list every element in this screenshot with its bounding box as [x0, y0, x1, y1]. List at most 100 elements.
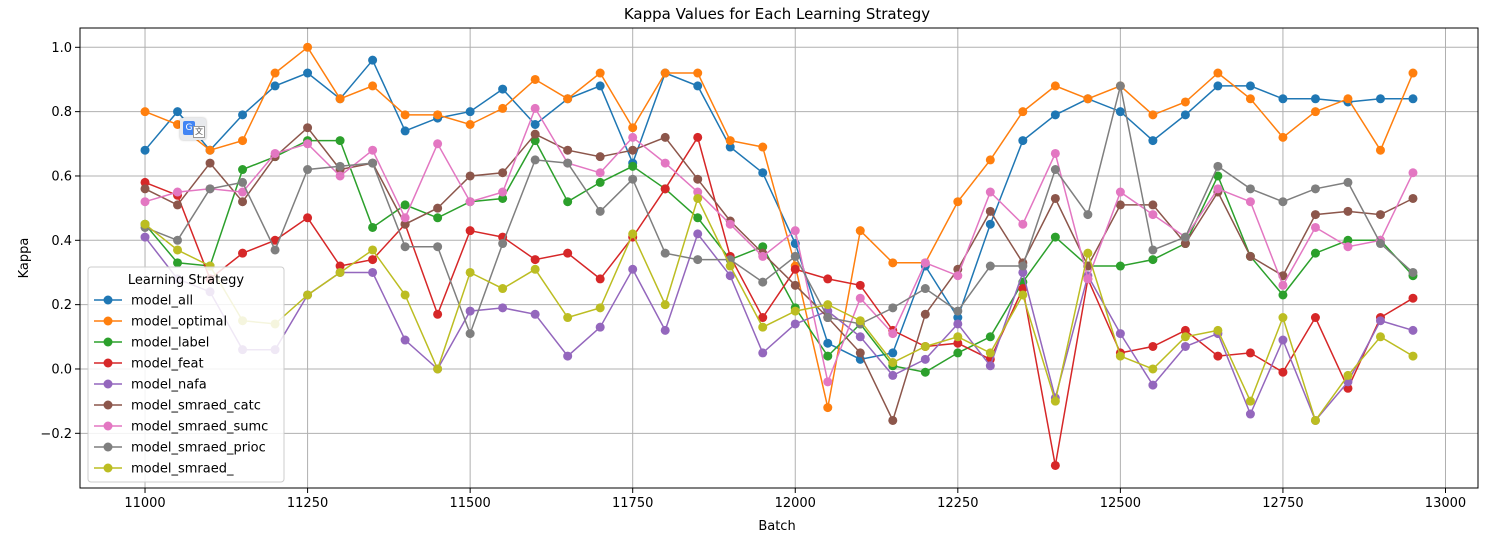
legend-label: model_all — [131, 294, 193, 309]
data-point — [368, 158, 378, 168]
data-point — [953, 313, 963, 323]
data-point — [1375, 210, 1385, 220]
data-point — [530, 264, 540, 274]
data-point — [1278, 290, 1288, 300]
data-point — [465, 171, 475, 181]
data-point — [335, 94, 345, 104]
data-point — [1310, 210, 1320, 220]
data-point — [1278, 313, 1288, 323]
data-point — [530, 255, 540, 265]
data-point — [173, 245, 183, 255]
data-point — [660, 158, 670, 168]
data-point — [433, 242, 443, 252]
translate-overlay-icon[interactable]: G 文 — [180, 118, 206, 140]
data-point — [400, 219, 410, 229]
data-point — [1050, 110, 1060, 120]
y-tick-label: 0.4 — [51, 234, 72, 249]
series-line — [144, 139, 1414, 373]
data-point — [1180, 239, 1190, 249]
data-point — [238, 165, 248, 175]
data-point — [498, 193, 508, 203]
legend-label: model_smraed_ — [131, 462, 234, 477]
data-point — [1148, 245, 1158, 255]
data-point — [1050, 165, 1060, 175]
series-line — [144, 196, 1414, 423]
data-point — [238, 187, 248, 197]
data-point — [985, 187, 995, 197]
legend-label: model_label — [131, 336, 209, 351]
data-point — [758, 348, 768, 358]
data-point — [985, 219, 995, 229]
data-point — [1115, 261, 1125, 271]
data-point — [1115, 329, 1125, 339]
data-point — [758, 168, 768, 178]
data-point — [758, 251, 768, 261]
data-point — [563, 313, 573, 323]
series-model_nafa — [140, 229, 1418, 425]
data-point — [888, 415, 898, 425]
data-point — [1408, 351, 1418, 361]
data-point — [140, 197, 150, 207]
y-tick-label: 0.0 — [51, 362, 72, 377]
data-point — [433, 110, 443, 120]
data-point — [1148, 341, 1158, 351]
data-point — [563, 94, 573, 104]
data-point — [1278, 197, 1288, 207]
data-point — [920, 284, 930, 294]
data-point — [205, 145, 215, 155]
data-point — [530, 136, 540, 146]
legend-item: model_smraed_ — [94, 462, 234, 477]
data-point — [303, 42, 313, 52]
data-point — [173, 200, 183, 210]
data-point — [1310, 248, 1320, 258]
data-point — [953, 197, 963, 207]
data-point — [303, 290, 313, 300]
x-tick-label: 11500 — [449, 496, 490, 511]
data-point — [530, 103, 540, 113]
data-point — [335, 136, 345, 146]
data-point — [1180, 341, 1190, 351]
data-point — [790, 319, 800, 329]
data-point — [530, 120, 540, 130]
series-model_smraed_sumc — [140, 103, 1418, 387]
x-tick-label: 11000 — [124, 496, 165, 511]
data-point — [1245, 396, 1255, 406]
data-point — [1310, 107, 1320, 117]
data-point — [1343, 242, 1353, 252]
data-point — [1343, 94, 1353, 104]
legend-item: model_optimal — [94, 315, 227, 330]
data-point — [953, 338, 963, 348]
series-model_smraed_ — [140, 193, 1418, 425]
data-point — [1375, 316, 1385, 326]
data-point — [595, 68, 605, 78]
data-point — [1050, 396, 1060, 406]
data-point — [1213, 184, 1223, 194]
data-point — [758, 142, 768, 152]
data-point — [465, 197, 475, 207]
data-point — [628, 145, 638, 155]
data-point — [1375, 332, 1385, 342]
legend-item: model_all — [94, 294, 193, 309]
data-point — [595, 274, 605, 284]
data-point — [1278, 132, 1288, 142]
data-point — [433, 203, 443, 213]
data-point — [1148, 200, 1158, 210]
data-point — [498, 284, 508, 294]
data-point — [790, 280, 800, 290]
data-point — [1180, 325, 1190, 335]
data-point — [855, 348, 865, 358]
data-point — [1213, 161, 1223, 171]
data-point — [595, 152, 605, 162]
data-point — [628, 229, 638, 239]
data-point — [238, 110, 248, 120]
data-point — [823, 403, 833, 413]
data-point — [270, 81, 280, 91]
legend-label: model_smraed_sumc — [131, 420, 268, 435]
series-line — [144, 58, 1413, 361]
data-point — [465, 306, 475, 316]
legend-item: model_feat — [94, 357, 204, 372]
data-point — [1375, 94, 1385, 104]
data-point — [693, 213, 703, 223]
data-point — [465, 267, 475, 277]
